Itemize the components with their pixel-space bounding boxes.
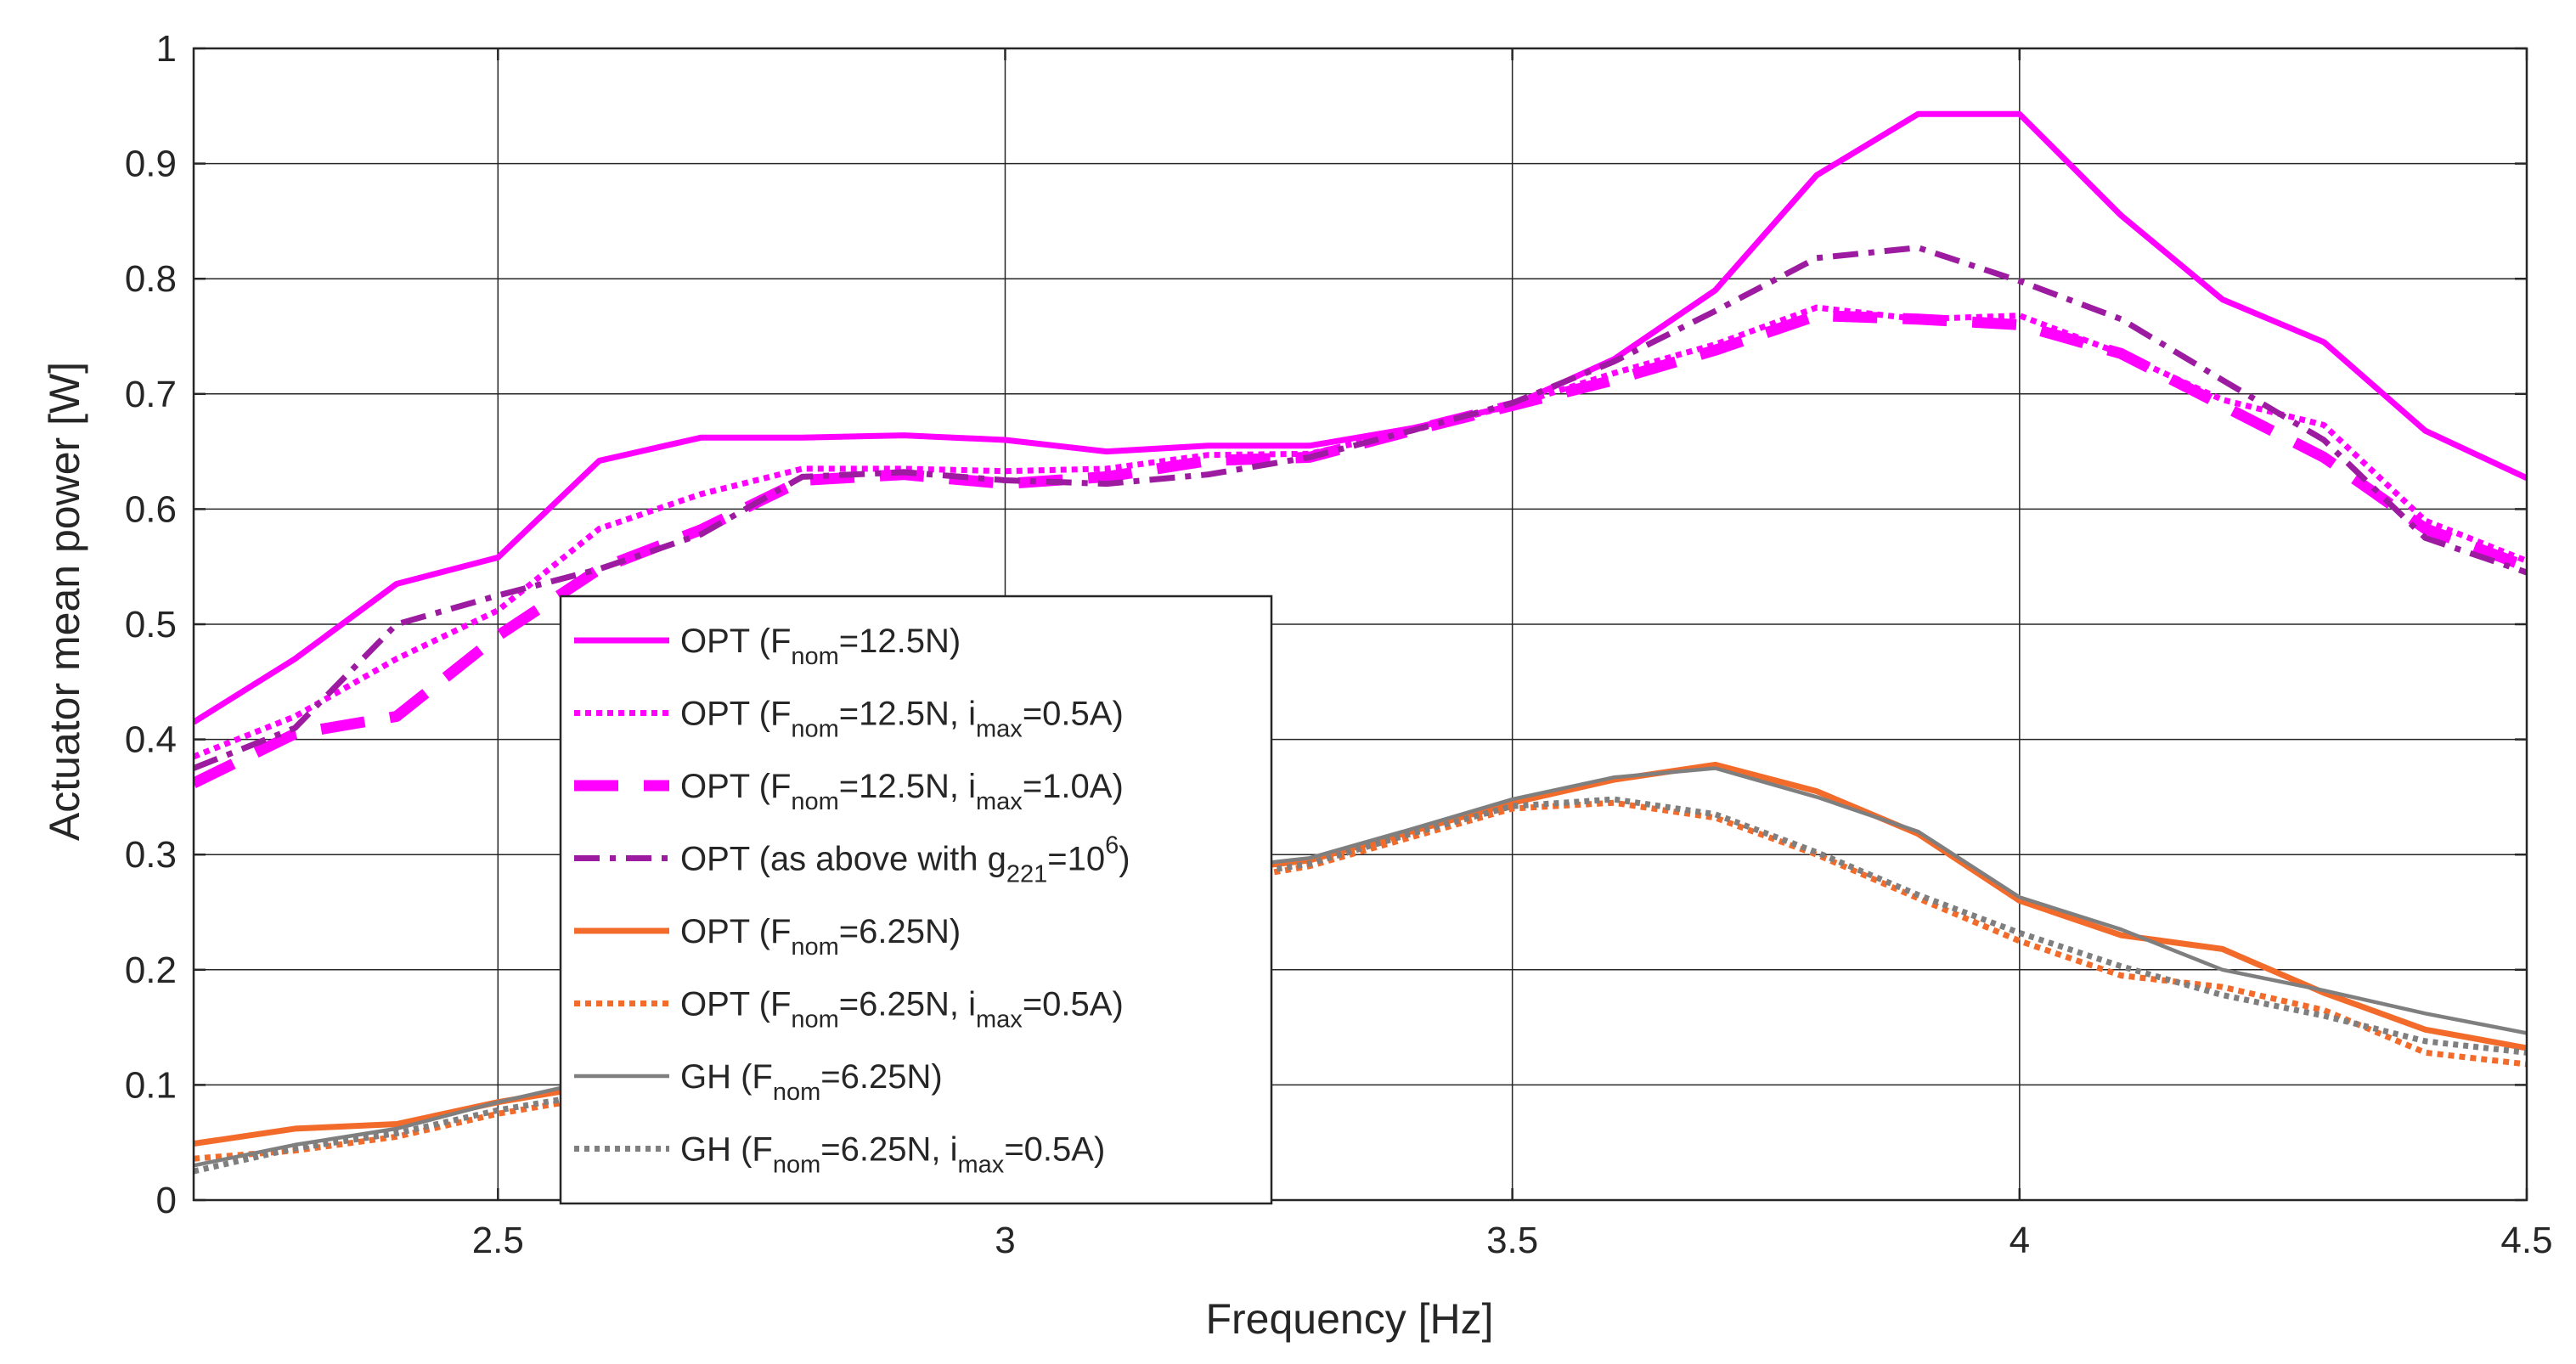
legend-entry-2: OPT (Fnom=12.5N, imax=0.5A) xyxy=(680,696,1124,743)
y-tick-label: 0.5 xyxy=(125,604,177,645)
series-line-1 xyxy=(194,110,2527,725)
y-tick-label: 0.3 xyxy=(125,834,177,876)
y-tick-label: 0.7 xyxy=(125,374,177,415)
legend-box xyxy=(559,595,1273,1205)
y-tick-label: 0.9 xyxy=(125,144,177,185)
y-tick-label: 0.6 xyxy=(125,488,177,530)
x-tick-label: 3 xyxy=(995,1220,1015,1261)
legend-entry-7: GH (Fnom=6.25N) xyxy=(680,1058,943,1106)
series-line-4 xyxy=(194,245,2527,771)
legend-entry-5: OPT (Fnom=6.25N) xyxy=(680,913,961,961)
y-tick-label: 0.1 xyxy=(125,1064,177,1106)
y-tick-label: 0 xyxy=(156,1180,177,1221)
y-tick-label: 0.8 xyxy=(125,258,177,300)
axes-box xyxy=(192,47,2528,1202)
series-line-8 xyxy=(194,796,2527,1175)
legend: OPT (Fnom=12.5N) OPT (Fnom=12.5N, imax=0.… xyxy=(559,595,1273,1205)
legend-entry-3: OPT (Fnom=12.5N, imax=1.0A) xyxy=(680,768,1124,815)
x-tick-label: 4.5 xyxy=(2500,1220,2552,1261)
x-tick-label: 3.5 xyxy=(1486,1220,1538,1261)
legend-entry-4: OPT (as above with g221=106) xyxy=(680,832,1130,888)
y-tick-label: 1 xyxy=(156,28,177,70)
axis-ticks: 2.5 3 3.5 4 4.5 0 0.1 0.2 0.3 0.4 0.5 0.6 0.7 0.8 0.9 1 xyxy=(125,28,2553,1261)
y-tick-label: 0.4 xyxy=(125,719,177,761)
series-lines xyxy=(194,110,2527,1175)
y-axis-label: Actuator mean power [W] xyxy=(41,362,88,841)
y-tick-label: 0.2 xyxy=(125,950,177,991)
x-axis-label: Frequency [Hz] xyxy=(1205,1295,1493,1343)
legend-entry-8: GH (Fnom=6.25N, imax=0.5A) xyxy=(680,1131,1105,1179)
legend-entry-1: OPT (Fnom=12.5N) xyxy=(680,623,961,670)
legend-entry-6: OPT (Fnom=6.25N, imax=0.5A) xyxy=(680,986,1124,1034)
series-line-3 xyxy=(194,310,2527,788)
x-tick-label: 4 xyxy=(2010,1220,2030,1261)
x-tick-label: 2.5 xyxy=(472,1220,524,1261)
